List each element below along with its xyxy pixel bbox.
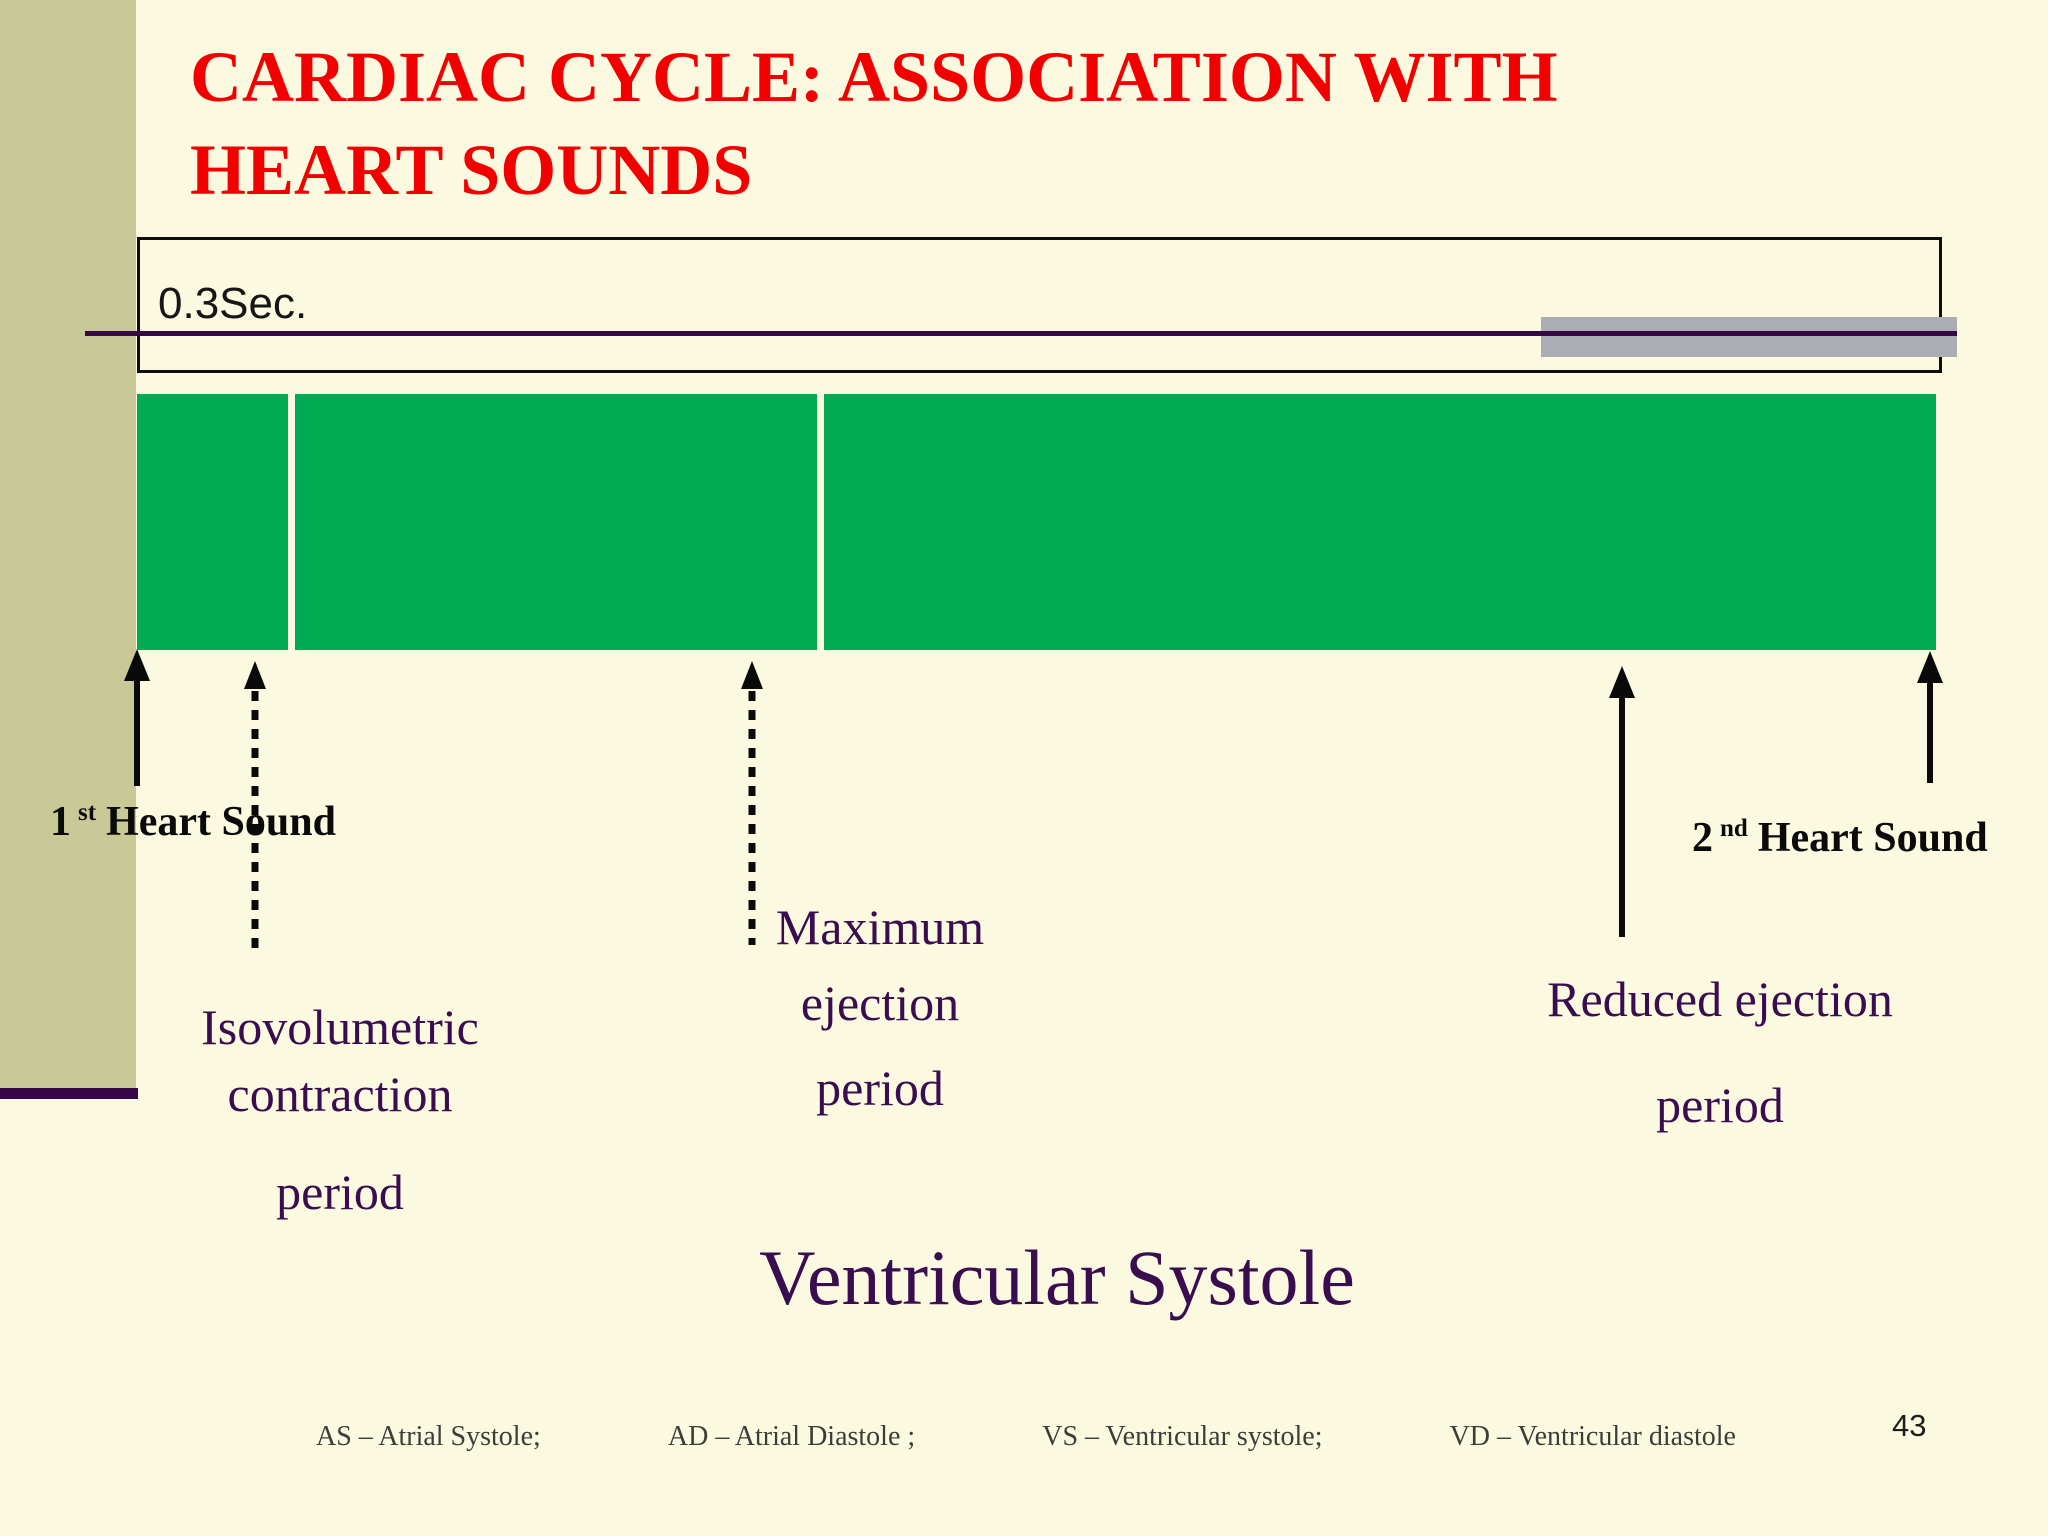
- maximum-ejection-line2: ejection: [800, 975, 960, 1031]
- slide-title: CARDIAC CYCLE: ASSOCIATION WITH HEART SO…: [190, 31, 1790, 217]
- reduced-ejection-arrow: [1609, 666, 1635, 937]
- second-heart-sound-ordinal: nd: [1720, 815, 1748, 842]
- maximum-ejection-line1: Maximum: [775, 899, 985, 955]
- first-heart-sound-text: Heart Sound: [106, 799, 336, 845]
- systole-bar-segment-isovolumetric: [137, 394, 288, 650]
- legend-item-as: AS – Atrial Systole;: [316, 1421, 541, 1452]
- isovolumetric-line1: Isovolumetric: [201, 999, 479, 1055]
- abbreviation-legend: AS – Atrial Systole; AD – Atrial Diastol…: [316, 1421, 1736, 1453]
- page-number: 43: [1892, 1408, 1927, 1443]
- slide-title-line2: HEART SOUNDS: [190, 130, 753, 210]
- maximum-ejection-line3: period: [816, 1060, 944, 1116]
- systole-bar-segment-maximum-ejection: [295, 394, 817, 650]
- first-heart-sound-ordinal: st: [78, 799, 97, 826]
- isovolumetric-dotted-arrow: [244, 661, 266, 957]
- first-heart-sound-label: 1 st Heart Sound: [50, 800, 336, 843]
- phase-title: Ventricular Systole: [759, 1234, 1355, 1321]
- maximum-ejection-label: Maximum ejection period: [680, 889, 1080, 1126]
- reduced-ejection-line2: period: [1656, 1077, 1784, 1133]
- first-heart-sound-number: 1: [50, 799, 71, 845]
- first-heart-sound-arrow: [124, 649, 150, 786]
- isovolumetric-line2: contraction: [227, 1066, 453, 1122]
- second-heart-sound-arrow: [1917, 651, 1943, 783]
- maximum-ejection-dotted-arrow: [741, 661, 763, 945]
- duration-label: 0.3Sec.: [158, 279, 308, 328]
- timeline-rule-line: [85, 331, 1957, 336]
- legend-item-vd: VD – Ventricular diastole: [1449, 1421, 1736, 1452]
- left-sidebar-panel: [0, 0, 136, 1088]
- systole-bar-segment-reduced-ejection: [824, 394, 1936, 650]
- reduced-ejection-label: Reduced ejection period: [1508, 964, 1932, 1140]
- legend-item-ad: AD – Atrial Diastole ;: [667, 1421, 916, 1452]
- sidebar-accent-line: [0, 1088, 138, 1099]
- gray-highlight-bar: [1541, 317, 1957, 357]
- isovolumetric-line3: period: [276, 1164, 404, 1220]
- duration-box: [137, 237, 1942, 373]
- isovolumetric-contraction-label: Isovolumetric contraction period: [128, 994, 552, 1226]
- reduced-ejection-line1: Reduced ejection: [1547, 971, 1893, 1027]
- legend-item-vs: VS – Ventricular systole;: [1042, 1421, 1323, 1452]
- slide-title-line1: CARDIAC CYCLE: ASSOCIATION WITH: [190, 37, 1558, 117]
- second-heart-sound-text: Heart Sound: [1757, 815, 1988, 861]
- second-heart-sound-number: 2: [1692, 815, 1713, 861]
- second-heart-sound-label: 2 nd Heart Sound: [1692, 816, 1988, 859]
